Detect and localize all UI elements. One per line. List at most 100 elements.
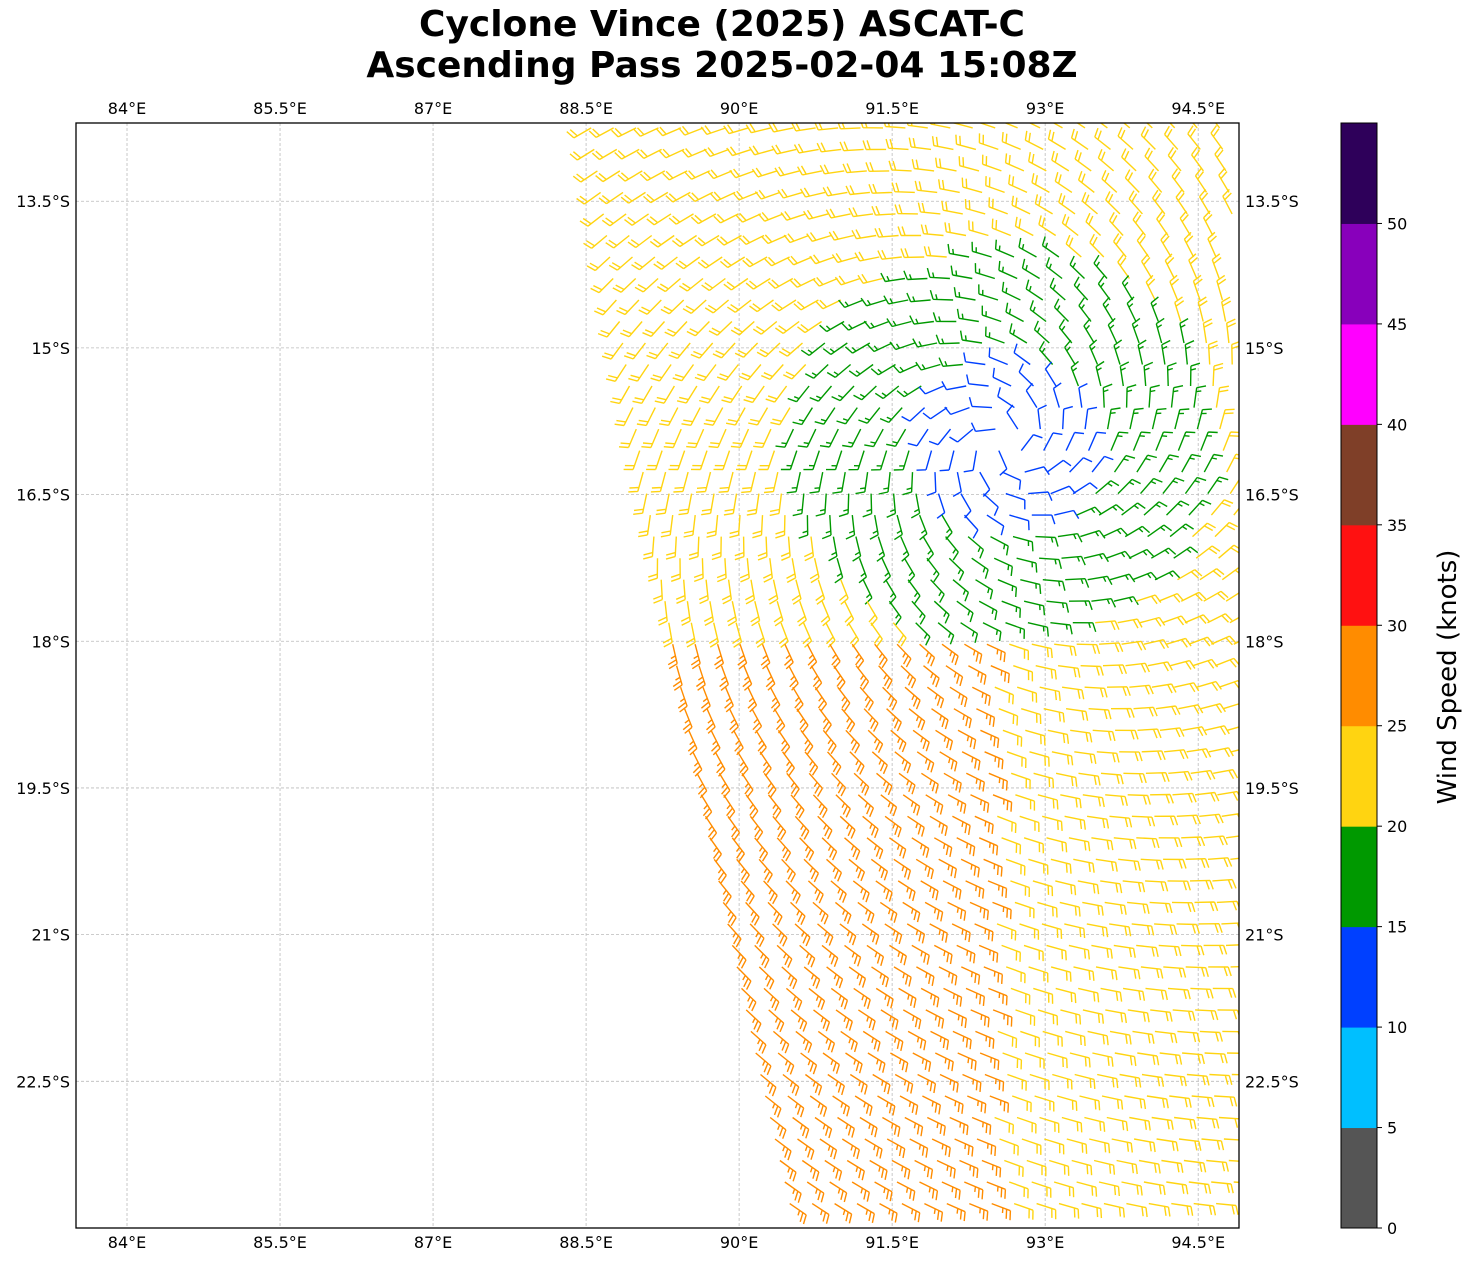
wind-barb [1082, 794, 1105, 808]
wind-barb [749, 299, 774, 313]
wind-barb [1068, 600, 1093, 611]
lon-tick-label: 88.5°E [559, 1233, 613, 1252]
wind-barb [1231, 341, 1239, 365]
wind-barb [1114, 1052, 1137, 1067]
wind-barb [706, 515, 719, 538]
lat-tick-label: 22.5°S [1245, 1072, 1299, 1091]
wind-barb [924, 1202, 944, 1222]
wind-barb [978, 944, 999, 963]
wind-barb [889, 944, 907, 966]
wind-barb [1191, 1095, 1215, 1108]
wind-barb [970, 1009, 990, 1028]
wind-barb [773, 708, 786, 734]
wind-barb [1176, 923, 1200, 934]
axis-tick-labels: 84°E 84°E 85.5°E 85.5°E 87°E 87°E 88.5°E 88.5°E… [16, 99, 1299, 1252]
wind-barb [1033, 987, 1054, 1004]
wind-barb [713, 450, 731, 471]
wind-barb [986, 514, 1005, 536]
wind-barb [1070, 360, 1080, 387]
wind-barb [1058, 1202, 1080, 1219]
wind-barb [1170, 659, 1196, 670]
wind-barb [649, 234, 675, 248]
wind-barb [765, 665, 776, 691]
wind-barb [862, 815, 879, 839]
wind-barb [1155, 317, 1165, 344]
wind-barb [1107, 317, 1118, 344]
lat-tick-label: 15°S [31, 339, 70, 358]
wind-barb [750, 601, 761, 627]
wind-barb [921, 772, 939, 794]
wind-barb [727, 815, 741, 841]
wind-barb [1010, 880, 1030, 898]
wind-barb [790, 901, 806, 925]
wind-barb [931, 708, 949, 730]
wind-barb [1228, 1159, 1239, 1162]
wind-barb [790, 794, 805, 819]
wind-barb [1140, 253, 1153, 279]
wind-barb [858, 1009, 876, 1031]
colorbar-bin [1341, 725, 1377, 827]
wind-barb [1216, 900, 1239, 911]
wind-barb [874, 227, 899, 238]
wind-barb [1042, 815, 1063, 831]
wind-barb [941, 643, 959, 666]
wind-barb [1172, 1009, 1196, 1021]
wind-barb [1083, 318, 1095, 344]
wind-barb [865, 162, 890, 172]
wind-barb [654, 385, 676, 404]
wind-barb [947, 1009, 967, 1028]
wind-barb [797, 1138, 815, 1160]
wind-barb [1023, 944, 1044, 962]
wind-barb [958, 156, 980, 172]
wind-barb [1008, 174, 1028, 194]
wind-barb [786, 558, 797, 584]
wind-barb [981, 305, 1002, 323]
wind-barb [894, 751, 912, 774]
wind-barb [701, 493, 715, 516]
wind-barb [1125, 662, 1151, 673]
wind-barb [836, 407, 858, 425]
wind-barb [631, 256, 656, 271]
wind-barb [1206, 1159, 1229, 1172]
wind-barb [1089, 1138, 1111, 1154]
wind-barb [860, 297, 886, 307]
wind-barb [1127, 794, 1151, 805]
wind-barb [974, 923, 994, 942]
wind-barb [1217, 790, 1239, 801]
wind-barb [795, 1030, 813, 1053]
wind-barb [1200, 703, 1226, 714]
wind-barb [770, 407, 791, 426]
wind-barb [976, 708, 996, 727]
wind-barb [968, 397, 993, 409]
wind-barb [834, 901, 852, 925]
wind-barb [588, 127, 614, 139]
wind-barb [988, 772, 1008, 791]
wind-barb [811, 1203, 830, 1224]
wind-barb [1058, 192, 1076, 215]
wind-barb [945, 536, 959, 561]
wind-barb [1131, 815, 1156, 827]
wind-barb [1065, 234, 1082, 258]
wind-barb [912, 1052, 932, 1072]
wind-barb [1143, 1181, 1166, 1196]
wind-barb [1138, 1159, 1161, 1174]
wind-barb [665, 191, 691, 203]
wind-barb [1195, 1009, 1219, 1021]
wind-barb [814, 1116, 833, 1139]
wind-barb [1179, 210, 1192, 236]
wind-barb [1073, 276, 1089, 301]
wind-barb [1192, 658, 1219, 669]
wind-barb [1136, 944, 1159, 958]
wind-barb [1029, 751, 1050, 767]
title-line-2: Ascending Pass 2025-02-04 15:08Z [366, 45, 1078, 86]
wind-barb [849, 751, 865, 775]
wind-barb [1054, 509, 1080, 519]
wind-barb [616, 299, 640, 316]
wind-barb [706, 708, 716, 734]
wind-barb [1053, 1181, 1075, 1198]
wind-barb [986, 643, 1006, 663]
wind-barb [1147, 524, 1173, 538]
wind-barb [731, 944, 747, 969]
wind-barb [1148, 384, 1160, 408]
wind-barb [792, 1116, 810, 1139]
